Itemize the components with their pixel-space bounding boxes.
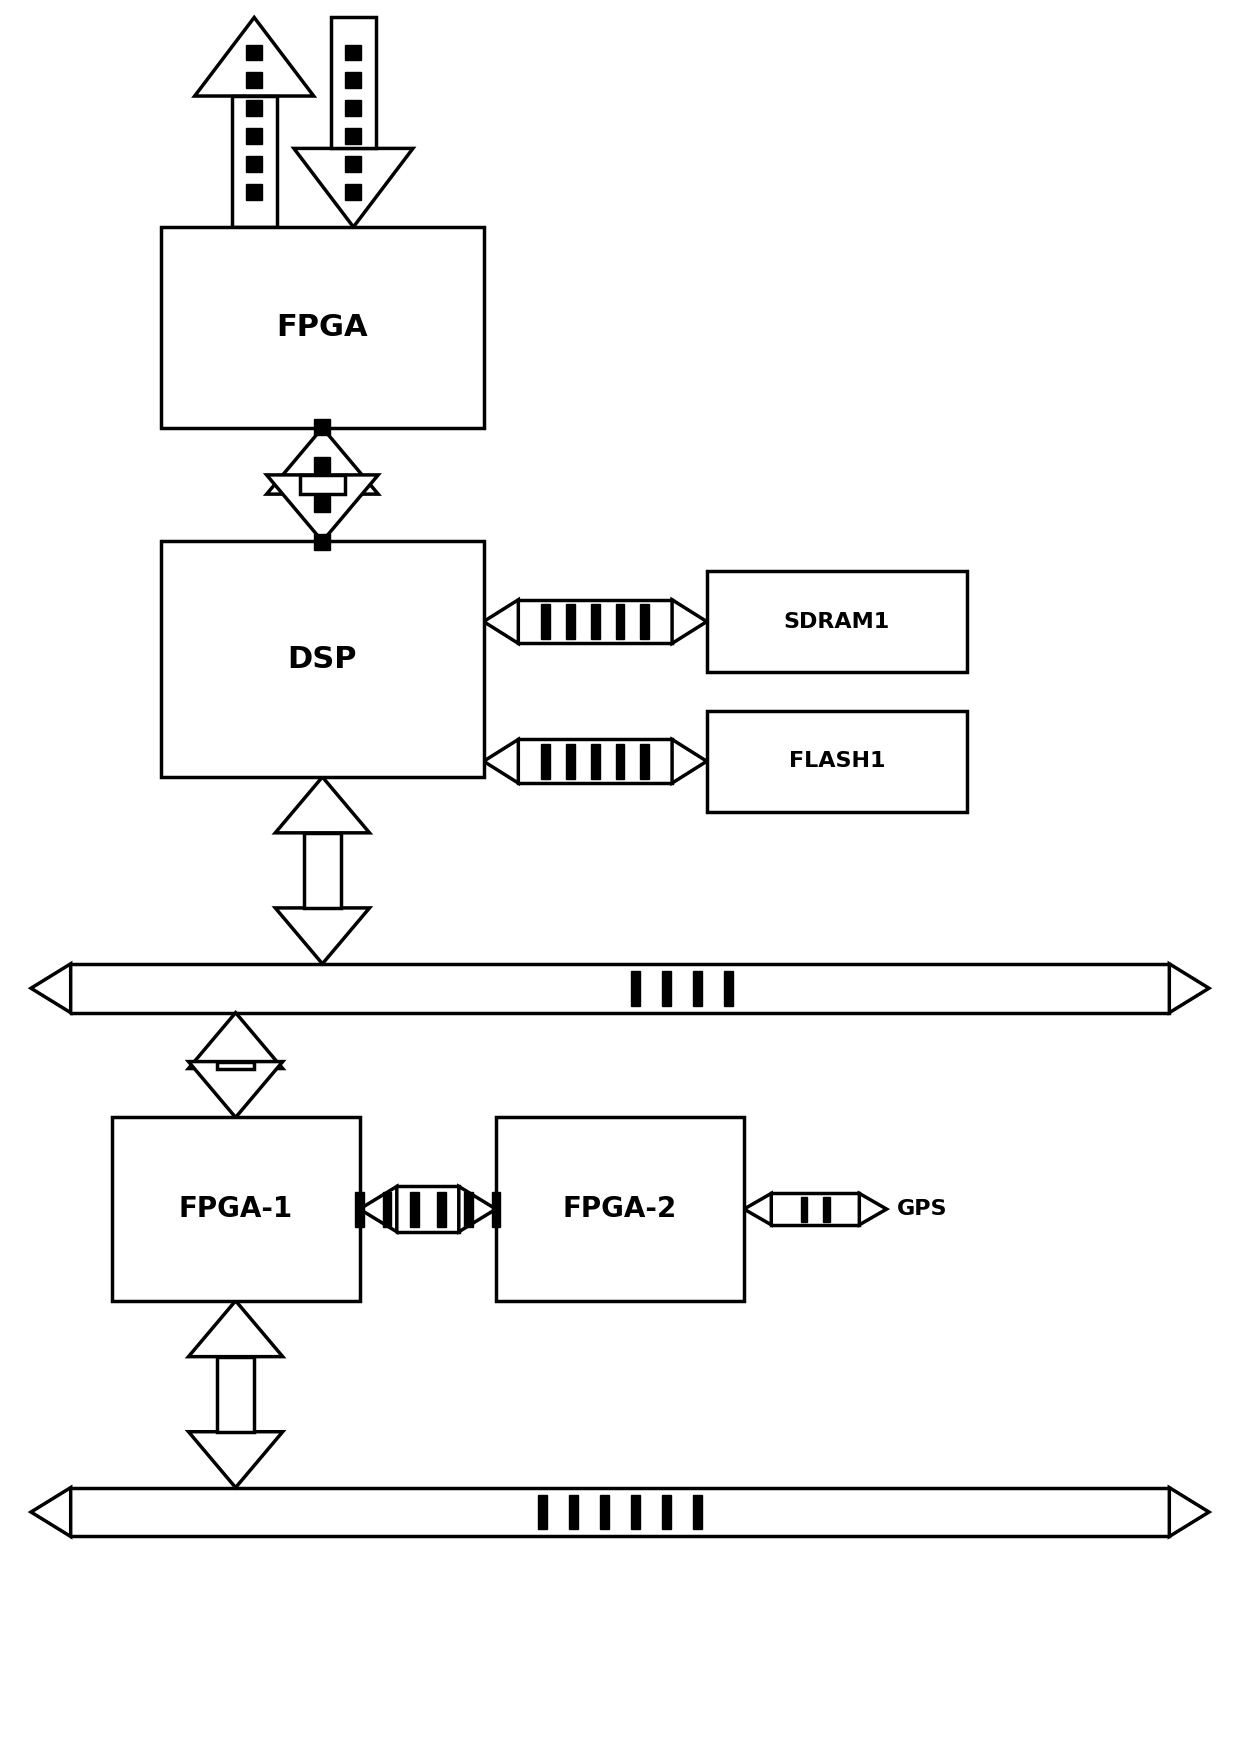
Polygon shape (484, 599, 518, 643)
Bar (161, 541, 484, 777)
Polygon shape (31, 1488, 71, 1536)
Text: SDRAM1: SDRAM1 (784, 611, 890, 632)
Bar (541, 604, 551, 639)
Bar (707, 571, 967, 672)
Polygon shape (1169, 1488, 1209, 1536)
Bar (345, 100, 362, 115)
Bar (567, 604, 575, 639)
Bar (693, 1495, 702, 1529)
Bar (693, 971, 702, 1006)
Polygon shape (188, 1432, 283, 1488)
Polygon shape (1169, 964, 1209, 1013)
Polygon shape (188, 1062, 283, 1117)
Bar (246, 185, 263, 201)
Bar (491, 1191, 501, 1226)
Bar (246, 45, 263, 59)
Bar (615, 604, 624, 639)
Bar (496, 1117, 744, 1301)
Polygon shape (360, 1187, 397, 1233)
Text: GPS: GPS (897, 1200, 947, 1219)
Bar (615, 744, 624, 779)
Polygon shape (672, 740, 707, 782)
Bar (631, 1495, 640, 1529)
Bar (356, 1191, 365, 1226)
Polygon shape (275, 908, 370, 964)
Polygon shape (195, 17, 314, 96)
Polygon shape (459, 1187, 496, 1233)
Bar (707, 711, 967, 812)
Bar (538, 1495, 547, 1529)
Bar (567, 744, 575, 779)
Bar (631, 971, 640, 1006)
Polygon shape (267, 428, 378, 494)
Bar (315, 419, 330, 435)
Bar (662, 1495, 671, 1529)
Text: FPGA-1: FPGA-1 (179, 1194, 293, 1224)
Bar (232, 96, 277, 227)
Bar (246, 72, 263, 87)
Bar (345, 185, 362, 201)
Bar (801, 1196, 807, 1222)
Bar (724, 971, 733, 1006)
Bar (331, 17, 376, 148)
Polygon shape (188, 1301, 283, 1357)
Bar (591, 604, 600, 639)
Bar (315, 457, 330, 473)
Bar (641, 744, 650, 779)
Bar (161, 227, 484, 428)
Bar (246, 129, 263, 145)
Bar (345, 129, 362, 145)
Bar (409, 1191, 419, 1226)
Text: FPGA-2: FPGA-2 (563, 1194, 677, 1224)
Polygon shape (294, 148, 413, 227)
Bar (823, 1196, 830, 1222)
Polygon shape (744, 1194, 771, 1226)
Bar (304, 833, 341, 908)
Bar (246, 157, 263, 171)
Text: FLASH1: FLASH1 (789, 751, 885, 772)
Bar (315, 496, 330, 512)
Bar (315, 534, 330, 550)
Polygon shape (859, 1194, 887, 1226)
Bar (217, 1357, 254, 1432)
Polygon shape (31, 964, 71, 1013)
Bar (541, 744, 551, 779)
Polygon shape (672, 599, 707, 643)
Polygon shape (275, 777, 370, 833)
Bar (345, 45, 362, 59)
Bar (345, 72, 362, 87)
Bar (641, 604, 650, 639)
Bar (438, 1191, 446, 1226)
Bar (464, 1191, 474, 1226)
Bar (383, 1191, 392, 1226)
Bar (112, 1117, 360, 1301)
Text: FPGA: FPGA (277, 313, 368, 342)
Bar (662, 971, 671, 1006)
Bar (600, 1495, 609, 1529)
Bar (591, 744, 600, 779)
Text: DSP: DSP (288, 644, 357, 674)
Bar (300, 475, 345, 494)
Bar (345, 157, 362, 171)
Polygon shape (267, 475, 378, 541)
Polygon shape (484, 740, 518, 782)
Polygon shape (188, 1013, 283, 1069)
Bar (569, 1495, 578, 1529)
Bar (246, 100, 263, 115)
Bar (217, 1062, 254, 1069)
